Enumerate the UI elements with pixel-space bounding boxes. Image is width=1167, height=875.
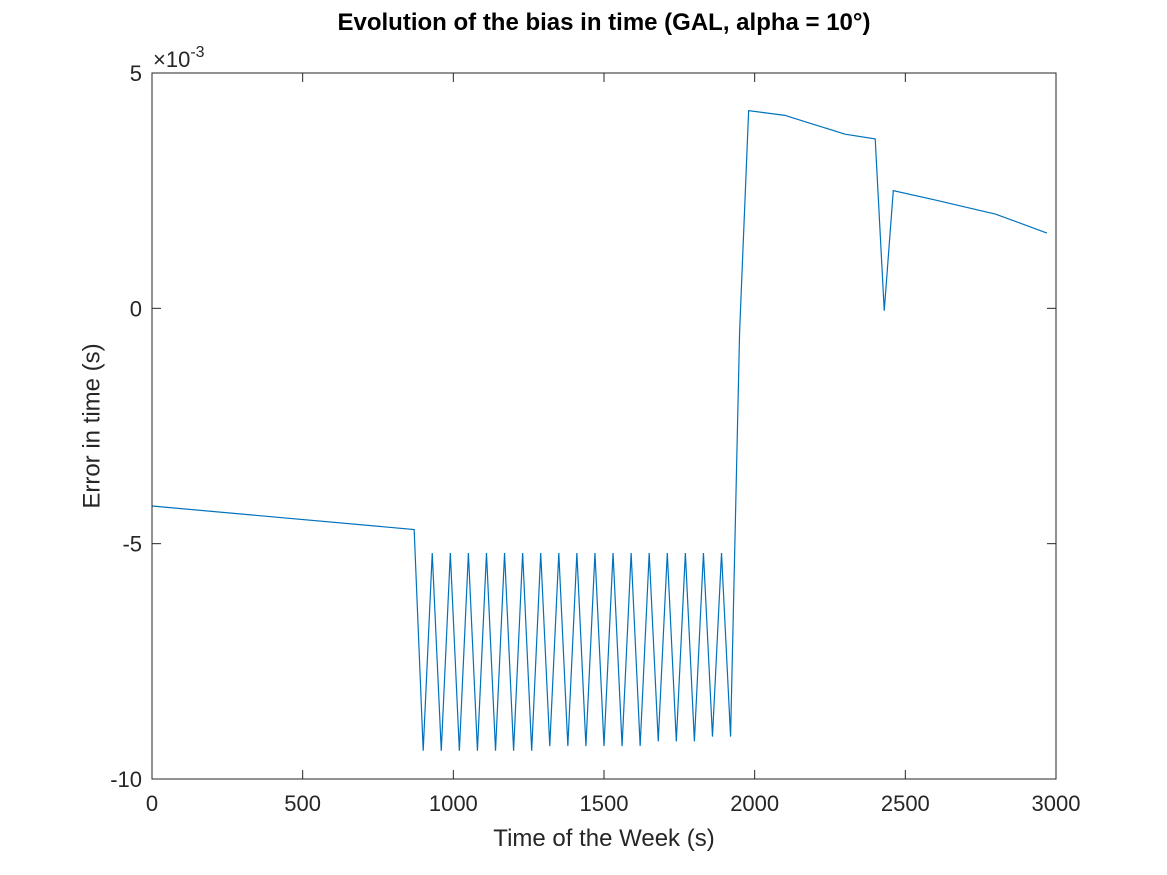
series-line: [151, 109, 1048, 751]
y-tick-label: 5: [130, 61, 142, 86]
x-tick-label: 0: [146, 791, 158, 816]
x-tick-label: 1500: [580, 791, 629, 816]
plot-box: [151, 72, 1057, 780]
plot-area: [152, 73, 1056, 779]
y-axis-exponent-base: ×10: [153, 47, 190, 72]
x-tick-label: 500: [284, 791, 321, 816]
x-tick-label: 2500: [881, 791, 930, 816]
x-tick-label: 3000: [1032, 791, 1081, 816]
y-tick-label: 0: [130, 296, 142, 321]
x-tick-label: 1000: [429, 791, 478, 816]
tick-labels-layer: 0 500 1000 1500 2000 2500 3000 -10 -5 0 5: [110, 61, 1080, 816]
x-tick-label: 2000: [730, 791, 779, 816]
series-layer: [151, 109, 1048, 751]
y-axis-exponent-power: -3: [190, 44, 204, 61]
x-axis-label: Time of the Week (s): [493, 825, 714, 852]
y-tick-label: -10: [110, 767, 142, 792]
y-tick-label: -5: [122, 532, 142, 557]
chart-title: Evolution of the bias in time (GAL, alph…: [338, 9, 871, 36]
y-axis-label: Error in time (s): [78, 343, 105, 508]
y-axis-exponent: ×10-3: [153, 44, 205, 72]
